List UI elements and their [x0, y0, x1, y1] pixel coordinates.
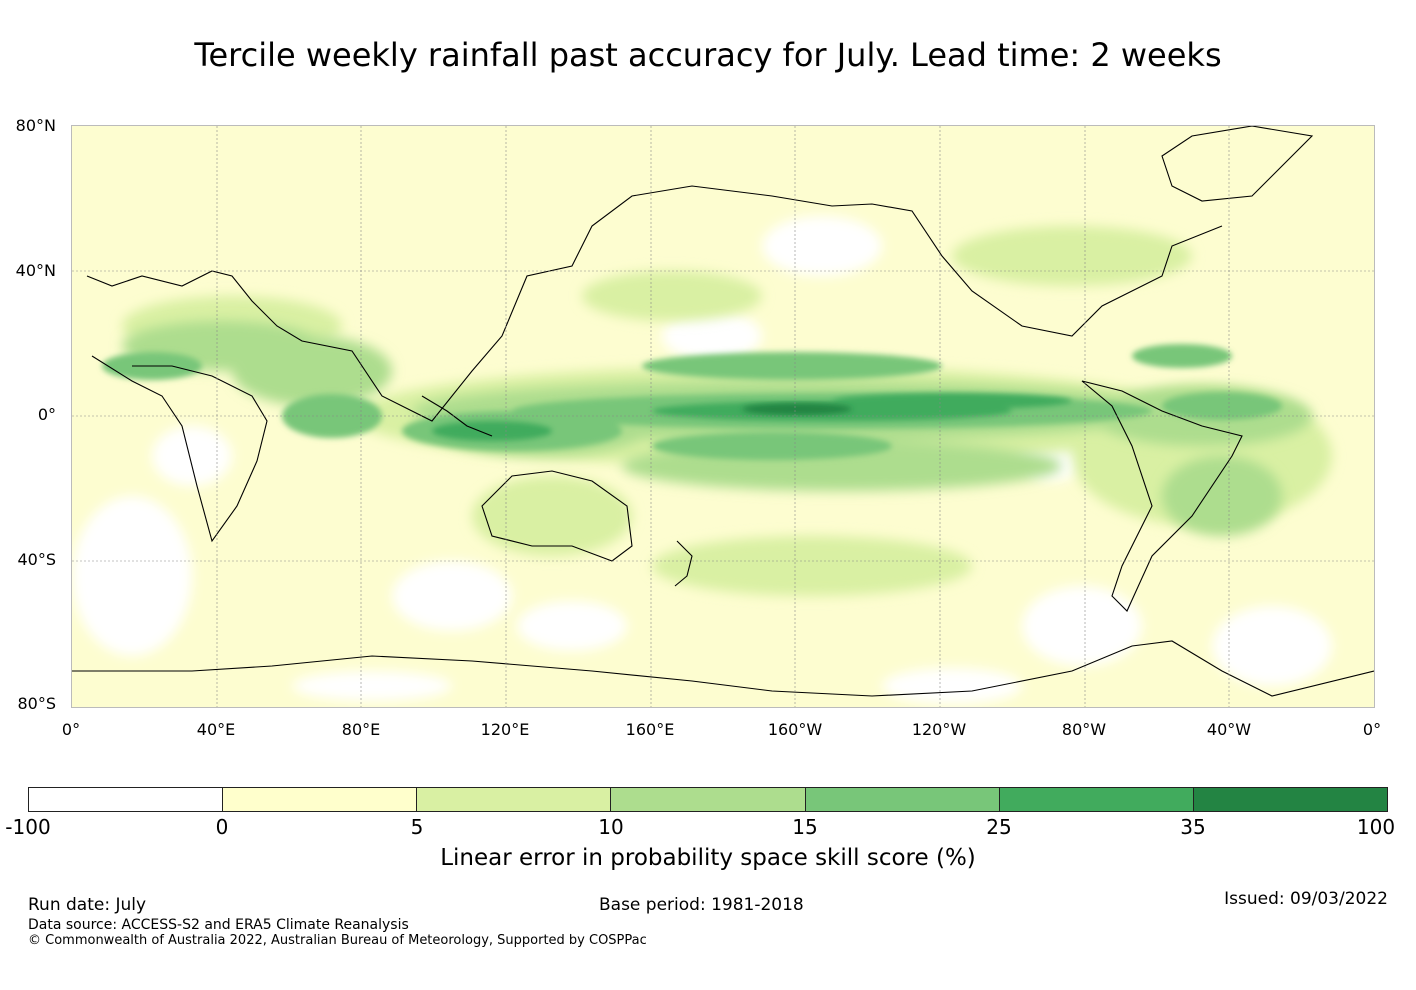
colorbar-tick-m100: -100: [5, 815, 51, 839]
lon-label-160w: 160°W: [767, 720, 823, 739]
lon-label-120e: 120°E: [480, 720, 530, 739]
issued-date: Issued: 09/03/2022: [1224, 889, 1388, 909]
colorbar-segment-6: [1193, 788, 1387, 811]
lat-label-80n: 80°N: [15, 116, 56, 135]
skill-score-map: [71, 125, 1375, 708]
data-source: Data source: ACCESS-S2 and ERA5 Climate …: [28, 917, 409, 933]
colorbar-tick-5: 5: [410, 815, 424, 839]
lon-label-80w: 80°W: [1061, 720, 1107, 739]
lat-label-40n: 40°N: [15, 261, 56, 280]
skill-35-100: [742, 403, 852, 415]
copyright: © Commonwealth of Australia 2022, Austra…: [28, 933, 647, 948]
lon-label-40e: 40°E: [196, 720, 236, 739]
colorbar-segment-4: [805, 788, 1000, 811]
lat-label-80s: 80°S: [17, 694, 56, 713]
colorbar-segment-0: [29, 788, 224, 811]
chart-title: Tercile weekly rainfall past accuracy fo…: [194, 36, 1222, 74]
colorbar: [28, 787, 1388, 812]
colorbar-label: Linear error in probability space skill …: [440, 845, 976, 871]
colorbar-segment-3: [611, 788, 806, 811]
colorbar-tick-15: 15: [792, 815, 818, 839]
coastlines: [72, 126, 1374, 697]
colorbar-tick-100: 100: [1356, 815, 1396, 839]
gridlines: [72, 126, 1374, 707]
lat-label-40s: 40°S: [17, 550, 56, 569]
colorbar-segment-2: [417, 788, 612, 811]
colorbar-tick-35: 35: [1180, 815, 1206, 839]
lon-label-40w: 40°W: [1206, 720, 1252, 739]
lon-label-80e: 80°E: [341, 720, 381, 739]
lon-label-120w: 120°W: [911, 720, 967, 739]
lat-label-0: 0°: [37, 405, 56, 424]
colorbar-segment-5: [999, 788, 1194, 811]
lon-label-160e: 160°E: [625, 720, 675, 739]
base-period: Base period: 1981-2018: [599, 895, 804, 915]
run-date: Run date: July: [28, 895, 147, 915]
colorbar-tick-0: 0: [215, 815, 229, 839]
colorbar-tick-10: 10: [598, 815, 624, 839]
lon-label-0: 0°: [61, 720, 81, 739]
lon-label-0-right: 0°: [1362, 720, 1382, 739]
map-field: [72, 126, 1374, 707]
colorbar-tick-25: 25: [986, 815, 1012, 839]
colorbar-segment-1: [223, 788, 418, 811]
